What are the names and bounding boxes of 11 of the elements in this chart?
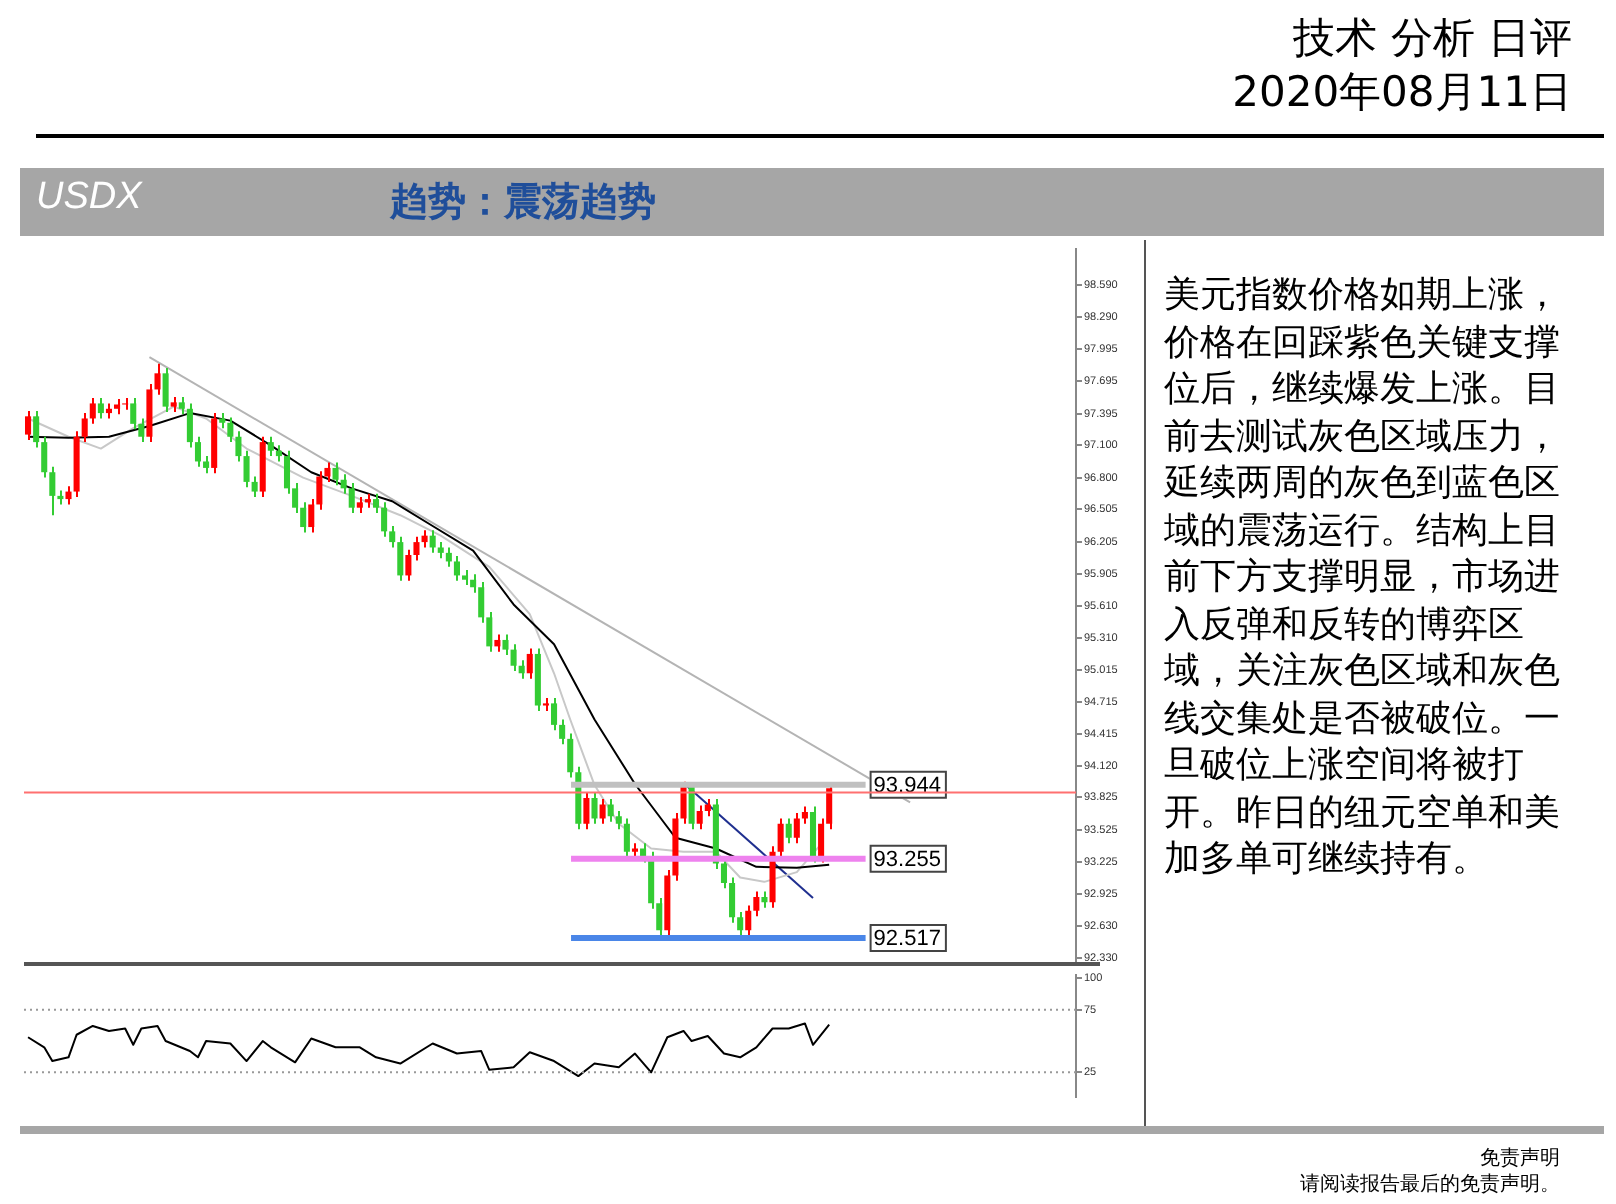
text: 2020年08月11日	[1232, 66, 1572, 120]
ref-line-label: 93.255	[873, 847, 941, 872]
text: 请阅读报告最后的免责声明。	[1300, 1172, 1560, 1198]
ref-line-label: 92.517	[873, 927, 941, 952]
chart-subtitle: 趋势：震荡趋势	[390, 178, 656, 228]
text: 技术 分析 日评	[1291, 12, 1572, 66]
candlestick	[542, 697, 549, 712]
ref-line-label: 93.944	[873, 773, 941, 798]
text: 免责声明	[1478, 1146, 1560, 1172]
chart-title: USDX	[36, 176, 142, 220]
text: 美元指数价格如期上涨，价格在回踩紫色关键支撑位后，继续爆发上涨。目前去测试灰色区域压力，延续两周的灰色到蓝色区域的震荡运行。结构上目前下方支撑明显，市场进入反弹和反转的博弈区域，关注灰色区域和灰色线交集处是否被破位。一旦破位上涨空间将被打开。昨日的纽元空单和美加多单可继续持有。	[1164, 274, 1560, 880]
